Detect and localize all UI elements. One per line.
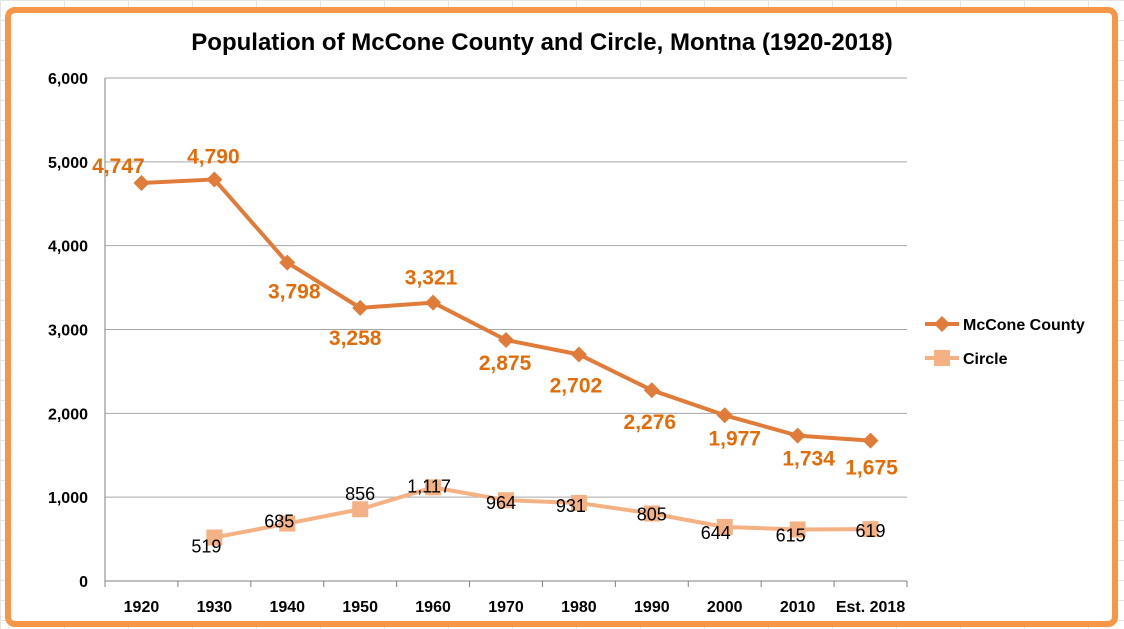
series-lines bbox=[133, 171, 879, 546]
data-label-circle: 856 bbox=[345, 484, 375, 504]
data-point-marker bbox=[862, 521, 879, 538]
data-label-circle: 519 bbox=[191, 536, 221, 556]
data-point-marker bbox=[206, 171, 223, 188]
legend-label: Circle bbox=[963, 351, 1008, 368]
data-label-mccone-county: 4,747 bbox=[92, 155, 145, 178]
data-label-circle: 964 bbox=[486, 493, 516, 513]
x-tick-label: 1930 bbox=[197, 599, 233, 616]
chart-frame[interactable] bbox=[5, 7, 1118, 627]
data-labels: 4,747 4,790 3,798 3,258 3,321 2,875 2,702 2,276… bbox=[92, 145, 898, 556]
y-tick-label: 6,000 bbox=[48, 71, 88, 88]
y-tick-label: 2,000 bbox=[48, 406, 88, 423]
y-tick-label: 1,000 bbox=[48, 490, 88, 507]
data-label-mccone-county: 3,258 bbox=[329, 327, 382, 350]
x-tick-label: 1980 bbox=[561, 599, 597, 616]
data-point-marker bbox=[716, 407, 733, 424]
legend-marker bbox=[934, 316, 950, 332]
y-tick-label: 5,000 bbox=[48, 155, 88, 172]
x-tick-label: 1960 bbox=[415, 599, 451, 616]
data-label-mccone-county: 2,702 bbox=[550, 374, 603, 397]
data-point-marker bbox=[279, 515, 296, 532]
data-point-marker bbox=[425, 294, 442, 311]
data-point-marker bbox=[862, 432, 879, 449]
x-tick-label: 1950 bbox=[342, 599, 378, 616]
x-tick-label: 1990 bbox=[634, 599, 670, 616]
series-line-circle bbox=[213, 485, 871, 540]
data-label-circle: 644 bbox=[701, 523, 731, 543]
data-label-circle: 615 bbox=[776, 525, 806, 545]
data-label-circle: 685 bbox=[264, 512, 294, 532]
data-point-marker bbox=[643, 505, 660, 522]
data-label-circle: 619 bbox=[856, 521, 886, 541]
legend-label: McCone County bbox=[963, 317, 1085, 334]
data-point-marker bbox=[498, 492, 514, 509]
axes: 0 1,000 2,000 3,000 4,000 5,000 6,000 1920 1930 1… bbox=[48, 71, 908, 616]
data-point-marker bbox=[789, 427, 806, 444]
data-label-mccone-county: 1,977 bbox=[708, 427, 761, 450]
gridlines bbox=[105, 77, 907, 498]
data-point-marker bbox=[570, 494, 587, 511]
data-point-marker bbox=[206, 529, 223, 546]
data-label-circle: 931 bbox=[556, 496, 586, 516]
data-label-mccone-county: 1,734 bbox=[782, 448, 835, 471]
data-point-marker bbox=[352, 501, 369, 518]
data-point-marker bbox=[133, 175, 150, 192]
y-tick-label: 4,000 bbox=[48, 239, 88, 256]
data-label-mccone-county: 3,321 bbox=[405, 267, 458, 290]
data-point-marker bbox=[716, 519, 733, 536]
series-line-mccone-county bbox=[141, 177, 871, 443]
data-label-circle: 805 bbox=[637, 505, 667, 525]
data-point-marker bbox=[570, 346, 587, 363]
y-tick-label: 0 bbox=[79, 574, 88, 591]
data-point-marker bbox=[789, 521, 806, 538]
x-tick-label: 1920 bbox=[124, 599, 160, 616]
data-label-circle: 1,117 bbox=[407, 476, 451, 496]
data-point-marker bbox=[643, 382, 660, 399]
data-label-mccone-county: 1,675 bbox=[845, 457, 898, 480]
x-tick-label: 1940 bbox=[269, 599, 305, 616]
data-point-marker bbox=[352, 299, 369, 316]
x-tick-label: 2000 bbox=[707, 599, 743, 616]
data-label-mccone-county: 2,276 bbox=[624, 411, 677, 434]
data-point-marker bbox=[498, 331, 514, 348]
data-point-marker bbox=[425, 479, 442, 496]
legend-marker bbox=[934, 350, 950, 366]
legend: McCone County Circle bbox=[925, 316, 1085, 368]
chart-title: Population of McCone County and Circle, … bbox=[191, 29, 892, 56]
y-tick-label: 3,000 bbox=[48, 323, 88, 340]
data-label-mccone-county: 2,875 bbox=[479, 352, 532, 375]
x-tick-label: 2010 bbox=[780, 599, 816, 616]
data-point-marker bbox=[279, 254, 296, 271]
data-label-mccone-county: 4,790 bbox=[187, 145, 240, 168]
x-tick-label: Est. 2018 bbox=[836, 599, 905, 616]
x-tick-label: 1970 bbox=[488, 599, 524, 616]
data-label-mccone-county: 3,798 bbox=[268, 281, 321, 304]
